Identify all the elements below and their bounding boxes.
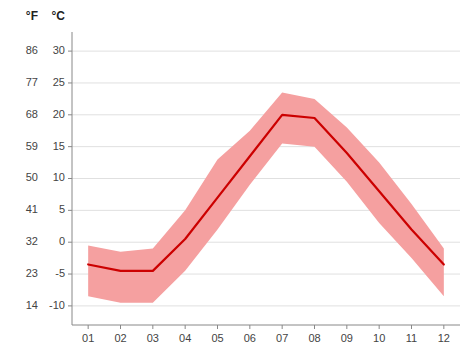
y-tick-label: 15 (53, 140, 65, 152)
y-tick (68, 305, 72, 306)
y-tick-label: 25 (53, 76, 65, 88)
y-tick (68, 114, 72, 115)
x-tick-label: 11 (406, 332, 417, 344)
y2-tick-label: 59 (26, 140, 38, 152)
x-tick-label: 07 (276, 332, 288, 344)
y-tick-label: 10 (53, 171, 65, 183)
y2-tick-label: 86 (26, 44, 38, 56)
x-tick (88, 325, 89, 329)
x-tick-label: 04 (179, 332, 191, 344)
y2-tick-label: 32 (26, 235, 38, 247)
x-axis-line (72, 325, 460, 326)
x-tick-label: 12 (438, 332, 450, 344)
temperature-band (88, 93, 444, 303)
x-tick-label: 10 (373, 332, 385, 344)
x-tick-label: 01 (82, 332, 94, 344)
y-tick-label: 0 (59, 235, 65, 247)
y-tick-label: 5 (59, 203, 65, 215)
x-tick (185, 325, 186, 329)
grid-line (72, 82, 460, 83)
x-tick (249, 325, 250, 329)
y2-tick-label: 41 (26, 203, 38, 215)
x-tick (346, 325, 347, 329)
mean-line (88, 115, 444, 271)
x-tick (443, 325, 444, 329)
y-tick-label: 20 (53, 108, 65, 120)
x-tick-label: 06 (244, 332, 256, 344)
x-tick (314, 325, 315, 329)
x-tick-label: 09 (341, 332, 353, 344)
y-tick (68, 274, 72, 275)
grid-line (72, 178, 460, 179)
y-tick (68, 82, 72, 83)
y-tick-label: -10 (49, 299, 65, 311)
y-axis-label: °C (52, 9, 66, 23)
y2-tick-label: 23 (26, 267, 38, 279)
y-tick-label: -5 (55, 267, 65, 279)
y2-tick-label: 14 (26, 299, 38, 311)
x-tick-label: 03 (147, 332, 159, 344)
grid (72, 51, 460, 306)
x-tick (282, 325, 283, 329)
y-tick (68, 242, 72, 243)
y-tick (68, 210, 72, 211)
x-tick (152, 325, 153, 329)
chart: -10-5051015202530142332415059687786°F°C0… (0, 0, 474, 355)
x-tick (217, 325, 218, 329)
x-tick-label: 08 (308, 332, 320, 344)
y2-tick-label: 50 (26, 171, 38, 183)
x-tick-label: 02 (114, 332, 126, 344)
grid-line (72, 305, 460, 306)
x-tick (411, 325, 412, 329)
y-tick-label: 30 (53, 44, 65, 56)
y-tick (68, 178, 72, 179)
y2-tick-label: 68 (26, 108, 38, 120)
x-tick (379, 325, 380, 329)
plot-area (88, 93, 444, 303)
y-tick (68, 51, 72, 52)
y-tick (68, 146, 72, 147)
x-tick (120, 325, 121, 329)
y2-tick-label: 77 (26, 76, 38, 88)
grid-line (72, 51, 460, 52)
y2-axis-label: °F (26, 9, 38, 23)
x-tick-label: 05 (211, 332, 223, 344)
